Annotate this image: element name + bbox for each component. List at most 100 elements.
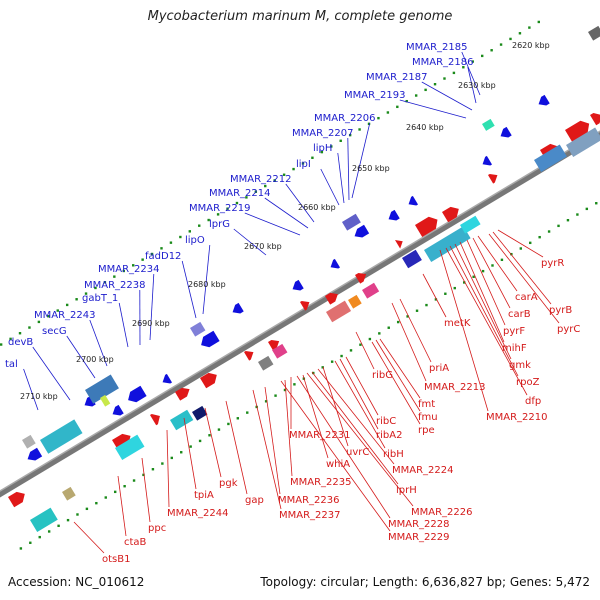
label-leader — [225, 400, 248, 495]
label-leader — [421, 81, 473, 111]
tick-dot-lower — [217, 428, 221, 431]
reverse-gene — [112, 404, 124, 416]
tick-dot-lower — [415, 309, 419, 312]
tick-dot-lower — [113, 490, 117, 494]
label-leader — [317, 368, 395, 465]
tick-dot-upper — [537, 20, 540, 24]
gene-label-forward: MMAR_2231 — [289, 430, 351, 441]
label-leader — [181, 260, 197, 319]
gene-label-reverse: MMAR_2212 — [230, 174, 292, 185]
label-leader — [306, 372, 414, 507]
tick-dot-upper — [9, 337, 12, 341]
tick-dot-upper — [452, 71, 456, 75]
label-leader — [355, 331, 375, 370]
label-leader — [118, 302, 129, 348]
kbp-mark-label: 2630 kbp — [458, 81, 496, 90]
gene-label-reverse: lprG — [209, 219, 230, 230]
reverse-gene — [330, 258, 341, 269]
tick-dot-upper — [198, 224, 201, 227]
tick-dot-upper — [122, 269, 125, 273]
reverse-gene — [388, 209, 400, 221]
gene-label-forward: dfp — [525, 396, 541, 407]
tick-dot-upper — [103, 281, 107, 284]
tick-dot-upper — [84, 292, 88, 295]
label-leader — [149, 273, 155, 341]
tick-dot-upper — [320, 150, 324, 154]
tick-dot-lower — [330, 360, 334, 363]
gene-label-forward: ppc — [148, 523, 166, 534]
tick-dot-lower — [264, 400, 268, 403]
tick-dot-upper — [0, 343, 3, 346]
kbp-mark-label: 2680 kbp — [188, 280, 226, 289]
tick-dot-lower — [566, 218, 570, 222]
gene-label-reverse: MMAR_2186 — [412, 57, 474, 68]
gene-label-forward: lprH — [396, 485, 417, 496]
misc-feature — [115, 434, 145, 461]
tick-dot-lower — [283, 388, 287, 392]
misc-feature — [482, 118, 495, 131]
tick-dot-lower — [312, 371, 315, 375]
misc-feature — [61, 486, 76, 501]
tick-dot-upper — [518, 32, 522, 35]
forward-gene — [590, 112, 600, 126]
gene-label-reverse: lipH — [313, 143, 332, 154]
gene-label-reverse: MMAR_2187 — [366, 72, 428, 83]
forward-gene — [150, 413, 160, 426]
reverse-gene — [408, 195, 419, 206]
misc-feature — [460, 215, 481, 234]
reverse-gene — [128, 385, 147, 403]
tick-dot-lower — [66, 518, 70, 522]
gene-label-forward: pgk — [219, 478, 238, 489]
forward-gene — [488, 173, 498, 184]
tick-dot-lower — [396, 320, 400, 324]
forward-gene — [112, 433, 131, 451]
tick-dot-lower — [95, 501, 98, 505]
misc-feature — [534, 144, 567, 173]
gene-label-forward: carA — [515, 292, 538, 303]
gene-label-forward: MMAR_2210 — [486, 412, 548, 423]
tick-dot-lower — [368, 337, 372, 341]
tick-dot-lower — [151, 468, 155, 471]
label-leader — [371, 341, 421, 425]
gene-label-forward: whiA — [326, 459, 350, 470]
tick-dot-upper — [75, 298, 78, 301]
misc-feature — [588, 25, 600, 41]
forward-gene — [395, 240, 403, 249]
label-leader — [399, 298, 432, 363]
tick-dot-upper — [509, 37, 512, 41]
gene-label-reverse: tal — [5, 359, 18, 370]
tick-dot-lower — [246, 411, 249, 414]
label-leader — [264, 386, 281, 495]
label-leader — [204, 407, 222, 478]
gene-label-reverse: MMAR_2219 — [189, 203, 251, 214]
tick-dot-lower — [57, 524, 60, 528]
label-leader — [233, 228, 267, 256]
gene-label-forward: MMAR_2213 — [424, 382, 486, 393]
gene-label-forward: rpe — [418, 425, 435, 436]
label-leader — [334, 360, 386, 449]
tick-dot-lower — [19, 547, 23, 550]
gene-label-reverse: MMAR_2185 — [406, 42, 468, 53]
label-leader — [202, 244, 211, 315]
forward-gene — [200, 372, 217, 389]
label-leader — [461, 51, 481, 96]
tick-dot-lower — [38, 535, 41, 539]
backbone-highlight — [0, 130, 600, 492]
gene-label-reverse: MMAR_2193 — [344, 90, 406, 101]
misc-feature — [424, 226, 471, 263]
gene-label-forward: MMAR_2237 — [279, 510, 341, 521]
tick-dot-lower — [274, 394, 277, 397]
gene-label-forward: MMAR_2244 — [167, 508, 229, 519]
tick-dot-upper — [405, 99, 408, 103]
forward-gene — [325, 292, 338, 305]
kbp-mark-label: 2620 kbp — [512, 41, 550, 50]
misc-feature — [40, 419, 83, 454]
reverse-gene — [201, 330, 220, 348]
gene-label-forward: ctaB — [124, 537, 147, 548]
tick-dot-lower — [500, 258, 504, 262]
tick-dot-upper — [396, 105, 399, 109]
label-leader — [320, 168, 340, 206]
label-leader — [454, 243, 512, 360]
tick-dot-upper — [188, 230, 191, 233]
